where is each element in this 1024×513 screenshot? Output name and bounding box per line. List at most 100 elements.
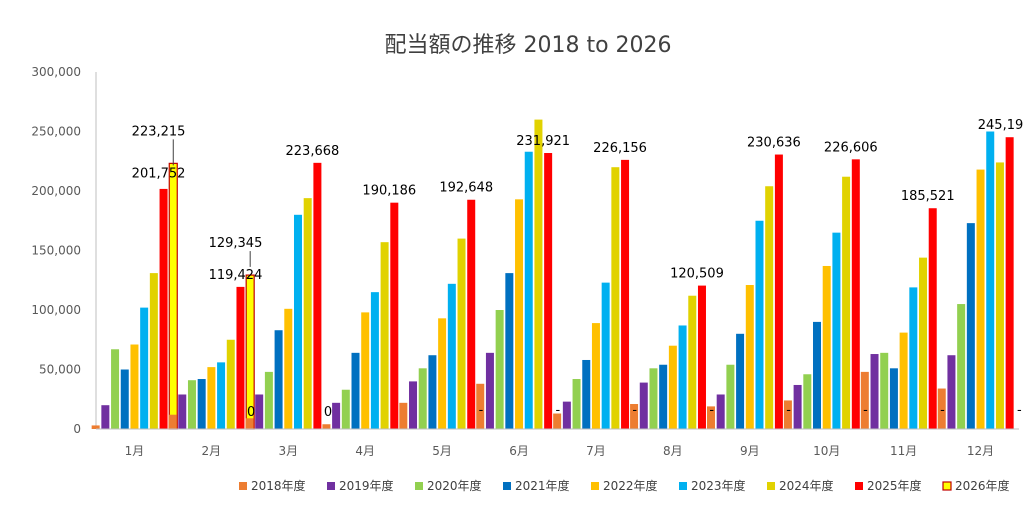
bar — [485, 352, 494, 429]
bar — [582, 359, 591, 429]
bar — [649, 368, 658, 429]
data-label: 226,606 — [824, 140, 878, 155]
legend-swatch — [503, 482, 511, 490]
bar — [813, 321, 822, 429]
bar — [341, 389, 350, 429]
bar — [803, 374, 812, 429]
bar — [639, 382, 648, 429]
bar — [755, 220, 764, 429]
bar — [467, 199, 476, 429]
bar — [332, 402, 341, 429]
bar — [409, 381, 418, 429]
data-label: - — [1017, 403, 1022, 418]
bar — [524, 151, 533, 430]
bar — [976, 169, 985, 429]
bar — [255, 394, 264, 429]
bar — [313, 162, 322, 429]
bar — [217, 362, 226, 429]
data-label: 231,921 — [516, 134, 570, 149]
data-labels: 223,215 201,752 129,345 119,424 223,668 0 190,… — [132, 118, 1024, 420]
bar — [765, 186, 774, 429]
bar — [851, 159, 860, 429]
y-tick-label: 50,000 — [39, 363, 81, 377]
legend-label: 2025年度 — [867, 478, 922, 493]
data-label: - — [479, 403, 484, 418]
legend-swatch — [327, 482, 335, 490]
bar — [168, 162, 178, 430]
bar — [706, 406, 715, 429]
y-axis: 0 50,000 100,000 150,000 200,000 250,000 300,0… — [31, 65, 97, 436]
bar — [678, 325, 687, 429]
bar — [995, 162, 1004, 429]
bar — [515, 199, 524, 429]
bar — [870, 354, 879, 429]
data-label: 190,186 — [362, 184, 416, 199]
bar — [187, 380, 196, 429]
bar — [236, 286, 245, 429]
bar — [832, 232, 841, 429]
bar — [178, 394, 187, 429]
bar — [149, 273, 158, 429]
bar — [726, 364, 735, 429]
x-axis: 1月 2月 3月 4月 5月 6月 7月 8月 9月 10月 11月 12月 — [96, 428, 1019, 458]
bar — [611, 167, 620, 429]
data-label: 185,521 — [901, 189, 955, 204]
bar — [418, 368, 427, 429]
bar — [390, 202, 399, 429]
data-label: - — [709, 403, 714, 418]
chart-title: 配当額の推移 2018 to 2026 — [384, 33, 671, 58]
x-tick-label: 5月 — [432, 444, 452, 458]
legend-label: 2018年度 — [251, 478, 306, 493]
bar — [370, 292, 379, 429]
bar — [659, 364, 668, 429]
legend-label: 2019年度 — [339, 478, 394, 493]
data-label: 226,156 — [593, 141, 647, 156]
legend: 2018年度 2019年度 2020年度 2021年度 2022年度 2023年度 2024… — [239, 478, 1010, 493]
data-label: 201,752 — [132, 166, 186, 181]
data-label: - — [555, 403, 560, 418]
data-label: 129,345 — [209, 236, 263, 251]
bar — [591, 323, 600, 429]
bar — [505, 273, 514, 429]
x-tick-label: 7月 — [586, 444, 606, 458]
data-label: 120,509 — [670, 267, 724, 282]
data-label: - — [863, 403, 868, 418]
bar — [668, 345, 677, 429]
bar — [621, 159, 630, 429]
bar — [226, 339, 235, 429]
legend-label: 2024年度 — [779, 478, 834, 493]
bar — [120, 369, 129, 429]
bar — [919, 257, 928, 429]
bar — [361, 312, 370, 429]
bar — [245, 418, 254, 429]
x-tick-label: 10月 — [813, 444, 840, 458]
bar — [197, 379, 206, 429]
bar — [601, 282, 610, 429]
bar — [966, 223, 975, 429]
y-tick-label: 100,000 — [31, 303, 81, 317]
y-tick-label: 250,000 — [31, 125, 81, 139]
data-label: 245,199 — [978, 118, 1024, 133]
bar — [438, 318, 447, 429]
data-label: 223,215 — [132, 124, 186, 139]
bar — [159, 188, 168, 429]
bar — [630, 404, 639, 429]
bar — [937, 388, 946, 429]
y-tick-label: 150,000 — [31, 244, 81, 258]
bar — [928, 208, 937, 429]
bar — [140, 307, 149, 429]
legend-swatch — [855, 482, 863, 490]
bar — [101, 405, 110, 429]
data-label: - — [940, 403, 945, 418]
bar — [957, 304, 966, 429]
bar — [947, 355, 956, 429]
x-tick-label: 12月 — [967, 444, 994, 458]
bar — [553, 413, 562, 429]
y-tick-label: 300,000 — [31, 65, 81, 79]
bar — [495, 310, 504, 429]
legend-label: 2020年度 — [427, 478, 482, 493]
bar — [697, 285, 706, 429]
legend-swatch — [679, 482, 687, 490]
data-label: 192,648 — [439, 181, 493, 196]
